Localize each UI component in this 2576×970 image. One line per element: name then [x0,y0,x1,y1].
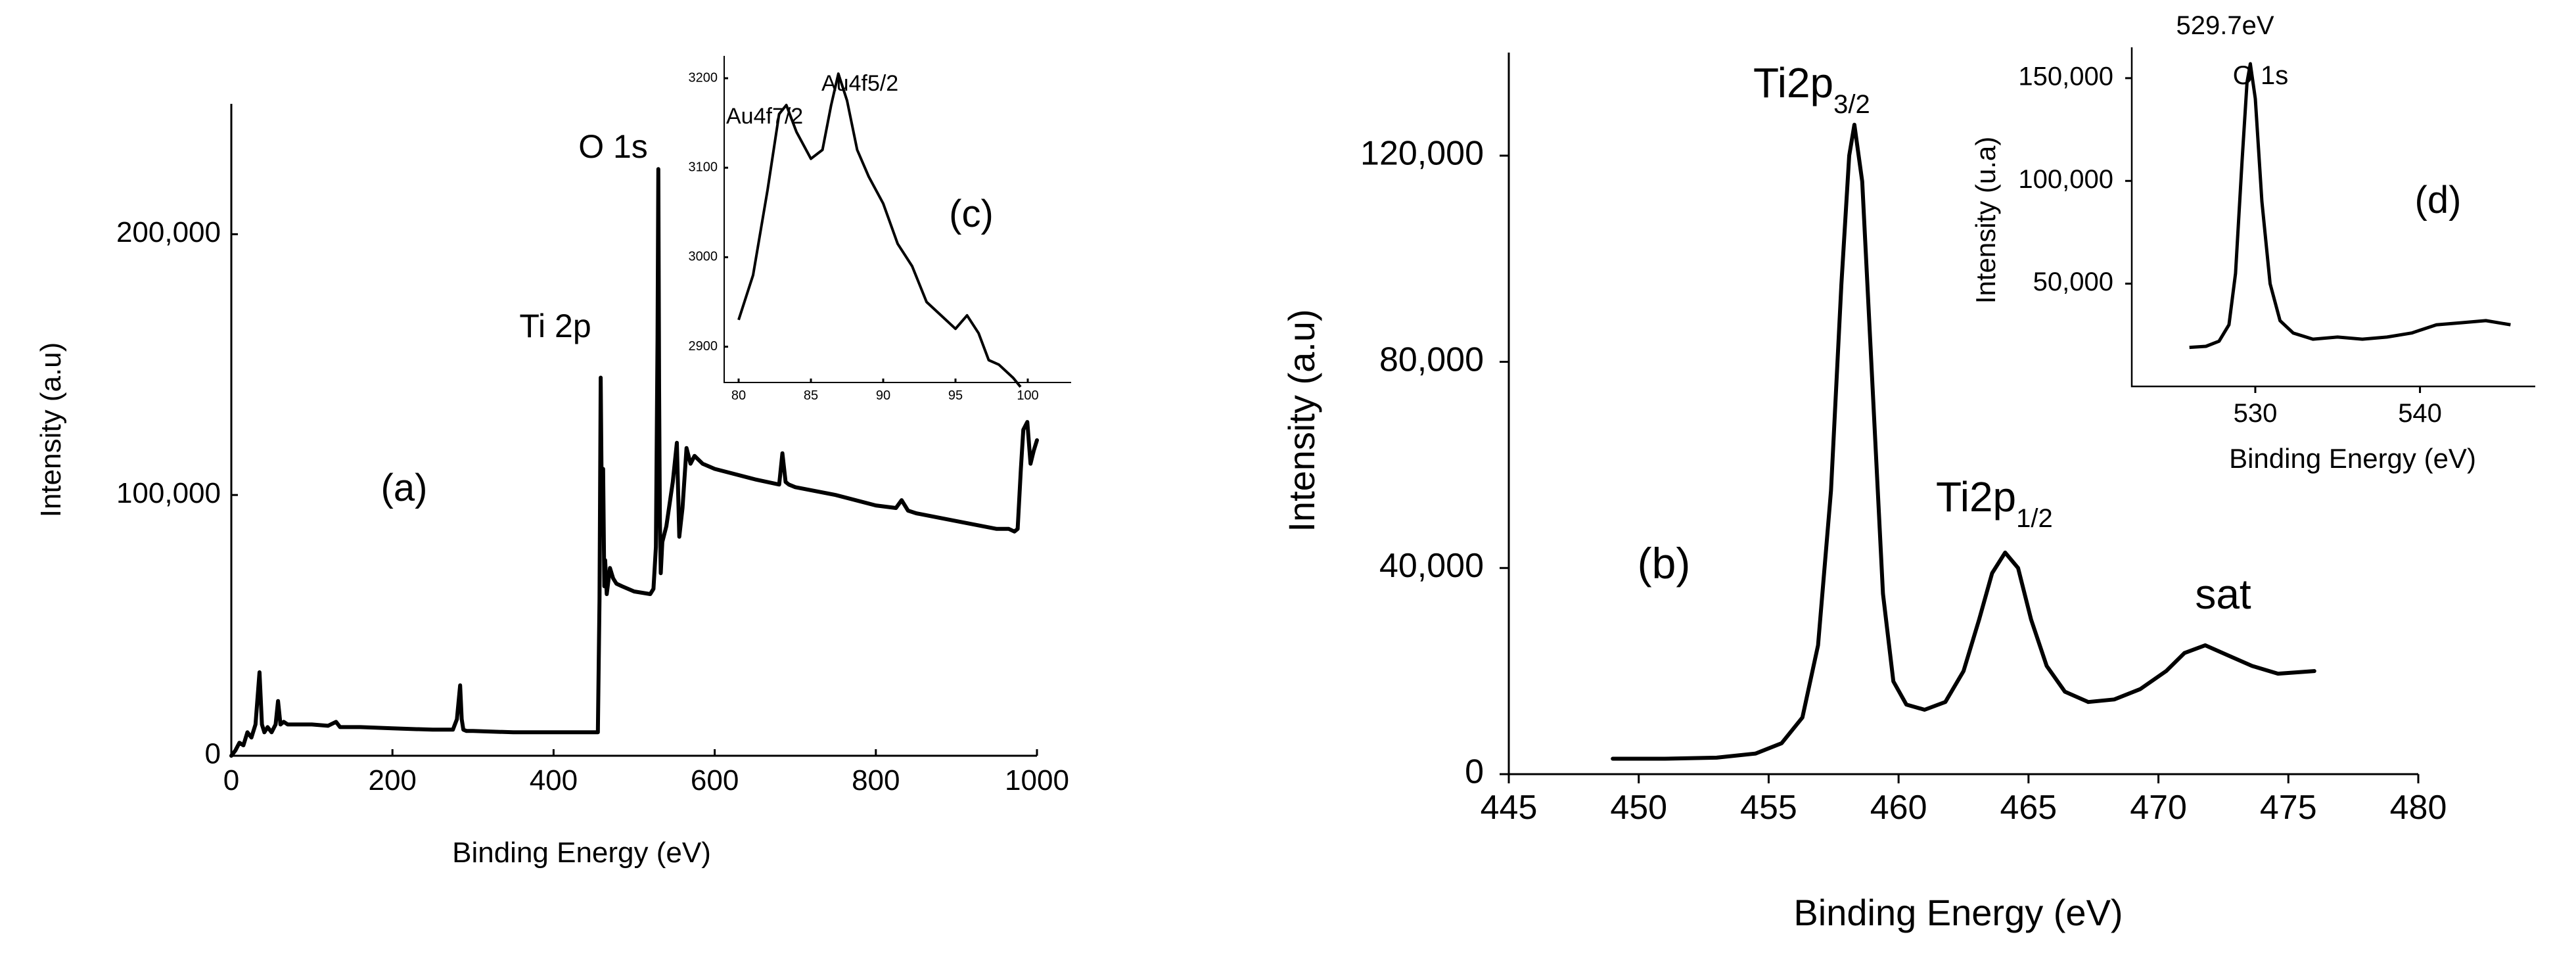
xtick-label-c-0: 80 [731,388,746,403]
panel-label-d: (d) [2415,179,2462,221]
axes-d [2130,47,2535,388]
annot-au4f72: Au4f7/2 [726,104,803,129]
xtick-label-b-2: 455 [1740,789,1797,827]
curve-b-ti2p [1611,122,2316,761]
xtick-label-a-3: 600 [691,764,739,797]
xtick-label-c-1: 85 [804,388,818,403]
xtick-label-a-2: 400 [530,764,578,797]
xtick-label-b-5: 470 [2130,789,2187,827]
ytick-label-d-2: 150,000 [2018,62,2113,91]
ylabel-d: Intensity (u.a) [1970,137,2001,304]
panel-b: 445 450 455 460 465 470 475 480 0 40,000 80,000 120… [1281,53,2447,933]
xlabel-d: Binding Energy (eV) [2229,443,2476,474]
panel-label-c: (c) [949,193,994,235]
annot-ti2p32: Ti2p3/2 [1753,59,1870,119]
xtick-label-b-6: 475 [2260,789,2317,827]
ytick-label-c-3: 3200 [689,70,718,85]
ytick-label-c-0: 2900 [689,339,718,354]
xtick-label-a-5: 1000 [1005,764,1069,797]
annot-ti2p32-sub: 3/2 [1833,90,1870,119]
annot-o1s-inset: O 1s [2233,61,2288,90]
ticks-b: 445 450 455 460 465 470 475 480 0 40,000 80,000 120… [1360,135,2447,827]
panel-d-inset: 530 540 50,000 100,000 150,000 Binding Energ… [1970,11,2535,474]
xtick-label-d-1: 540 [2398,399,2442,428]
curve-d-o1s [2189,62,2511,350]
annot-au4f52: Au4f5/2 [821,71,898,96]
curve-a-survey [229,167,1039,758]
curve-c-au4f [737,72,1022,388]
annot-o1s-survey: O 1s [578,128,648,165]
xtick-label-a-1: 200 [368,764,416,797]
ytick-label-b-0: 0 [1465,753,1484,791]
xtick-label-d-0: 530 [2234,399,2278,428]
xtick-label-b-3: 460 [1870,789,1927,827]
annot-sat: sat [2195,570,2251,618]
ytick-label-c-1: 3000 [689,250,718,264]
ticks-a: 0 200 400 600 800 1000 0 100,000 200,000 [116,216,1069,797]
xtick-label-a-0: 0 [223,764,239,797]
xlabel-b: Binding Energy (eV) [1793,892,2123,933]
ytick-label-b-3: 120,000 [1360,135,1484,173]
ytick-label-b-1: 40,000 [1379,547,1484,585]
ticks-c: 80 85 90 95 100 2900 3000 3100 3200 [689,70,1039,403]
xtick-label-b-4: 465 [2000,789,2057,827]
panel-label-a: (a) [381,467,428,509]
ytick-label-a-2: 200,000 [116,216,221,248]
annot-ti2p12-main: Ti2p [1936,473,2016,520]
panel-label-b: (b) [1638,539,1691,588]
xtick-label-b-7: 480 [2390,789,2447,827]
annot-ti2p12: Ti2p1/2 [1936,473,2053,533]
xlabel-a: Binding Energy (eV) [452,837,711,869]
panel-a: 0 200 400 600 800 1000 0 100,000 200,000 Binding… [35,104,1069,869]
ylabel-b: Intensity (a.u) [1281,309,1322,532]
xtick-label-a-4: 800 [852,764,900,797]
axes-a [230,104,1037,757]
annot-ti2p32-main: Ti2p [1753,59,1833,106]
xtick-label-c-3: 95 [948,388,963,403]
xtick-label-b-0: 445 [1481,789,1538,827]
ytick-label-b-2: 80,000 [1379,340,1484,379]
xtick-label-c-4: 100 [1017,388,1038,403]
ytick-label-a-0: 0 [205,738,221,770]
ylabel-a: Intensity (a.u) [35,342,67,518]
xtick-label-b-1: 450 [1610,789,1667,827]
annot-529-7ev: 529.7eV [2176,11,2274,40]
ytick-label-a-1: 100,000 [116,477,221,509]
ytick-label-d-1: 100,000 [2018,165,2113,194]
annot-ti2p-survey: Ti 2p [519,308,591,344]
ytick-label-d-0: 50,000 [2033,267,2113,296]
panel-c-inset: 80 85 90 95 100 2900 3000 3100 3200 Au4f7/2 Au4f… [689,56,1071,403]
ytick-label-c-2: 3100 [689,160,718,174]
ticks-d: 530 540 50,000 100,000 150,000 [2018,62,2442,428]
xtick-label-c-2: 90 [876,388,890,403]
annot-ti2p12-sub: 1/2 [2016,504,2053,533]
